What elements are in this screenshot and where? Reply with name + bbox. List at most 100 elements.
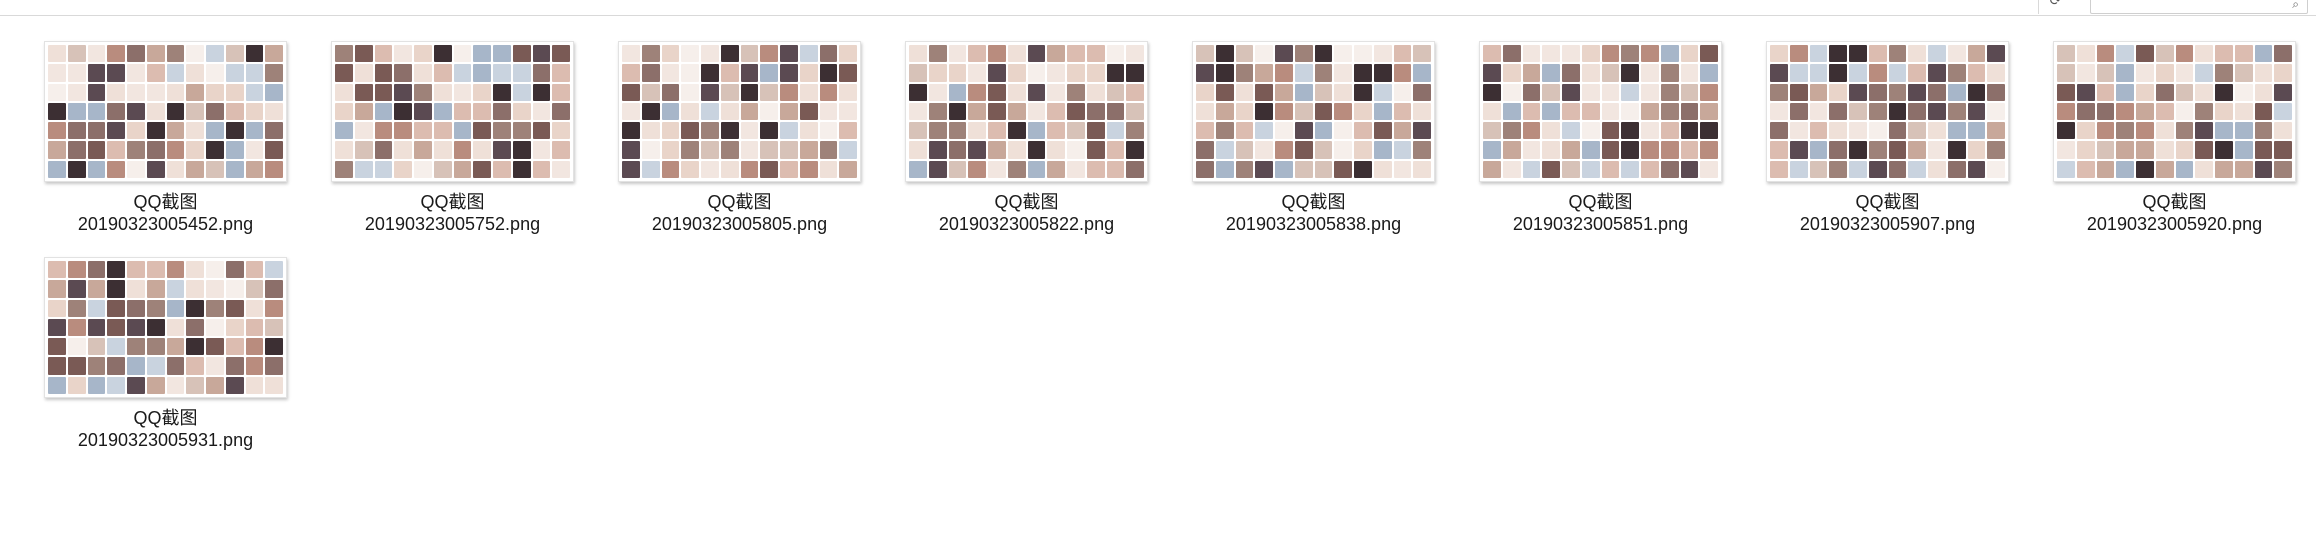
- thumbnail-photo-cell: [1354, 122, 1372, 140]
- thumbnail-photo-cell: [374, 64, 393, 82]
- thumbnail-photo-cell: [552, 160, 570, 178]
- thumbnail-photo-cell: [335, 160, 353, 178]
- thumbnail-photo-cell: [1888, 102, 1907, 121]
- file-name-line2: 20190323005752.png: [364, 214, 541, 234]
- breadcrumb[interactable]: [8, 0, 708, 8]
- file-item[interactable]: QQ截图 20190323005805.png: [596, 38, 883, 248]
- thumbnail-photo-cell: [473, 45, 491, 63]
- thumbnail-photo-cell: [2136, 122, 2154, 140]
- file-item[interactable]: QQ截图 20190323005452.png: [22, 38, 309, 248]
- thumbnail-photo-cell: [265, 338, 283, 356]
- thumbnail-photo-cell: [493, 45, 511, 63]
- address-bar: ⟳ ⌕: [0, 0, 2316, 16]
- thumbnail-photo-cell: [641, 141, 660, 159]
- thumbnail-photo-cell: [107, 141, 125, 159]
- thumbnail-photo-cell: [433, 141, 452, 159]
- thumbnail-photo-cell: [1413, 160, 1431, 178]
- thumbnail-photo-cell: [1947, 64, 1966, 82]
- thumbnail-photo-cell: [661, 160, 680, 178]
- search-input[interactable]: ⌕: [2090, 0, 2308, 14]
- thumbnail-photo-cell: [532, 160, 551, 178]
- thumbnail-photo-cell: [2274, 45, 2292, 63]
- thumbnail-photo-cell: [1393, 83, 1412, 101]
- thumbnail-photo-cell: [839, 45, 857, 63]
- thumbnail-photo-cell: [1660, 64, 1679, 82]
- thumbnail-photo-cell: [681, 45, 699, 63]
- thumbnail-photo-cell: [1700, 64, 1718, 82]
- thumbnail-photo-cell: [2195, 83, 2213, 101]
- thumbnail-photo-cell: [1007, 160, 1026, 178]
- thumbnail-photo-cell: [720, 45, 739, 63]
- thumbnail-photo-cell: [1314, 83, 1333, 101]
- thumbnail-photo-cell: [354, 122, 373, 140]
- thumbnail-photo-cell: [1255, 141, 1273, 159]
- thumbnail-photo-cell: [146, 141, 165, 159]
- thumbnail-photo-cell: [2116, 160, 2134, 178]
- thumbnail-photo-cell: [127, 83, 145, 101]
- thumbnail-photo-cell: [87, 261, 106, 279]
- file-item[interactable]: QQ截图 20190323005752.png: [309, 38, 596, 248]
- thumbnail-photo-cell: [335, 102, 353, 121]
- thumbnail-photo-cell: [354, 141, 373, 159]
- thumbnail-photo-cell: [1809, 160, 1828, 178]
- thumbnail-photo-cell: [1641, 160, 1659, 178]
- thumbnail-photo-cell: [394, 102, 412, 121]
- thumbnail-photo-cell: [760, 122, 778, 140]
- thumbnail-photo-cell: [1868, 64, 1887, 82]
- file-item[interactable]: QQ截图 20190323005931.png: [22, 254, 309, 464]
- thumbnail-photo-cell: [107, 261, 125, 279]
- thumbnail-photo-cell: [2234, 160, 2253, 178]
- file-item[interactable]: QQ截图 20190323005907.png: [1744, 38, 2031, 248]
- thumbnail-photo-cell: [206, 357, 224, 375]
- thumbnail-photo-cell: [1789, 45, 1808, 63]
- thumbnail-photo-cell: [1334, 102, 1352, 121]
- thumbnail-photo-cell: [740, 83, 759, 101]
- thumbnail-photo-cell: [1789, 141, 1808, 159]
- thumbnail-photo-cell: [1314, 122, 1333, 140]
- thumbnail-photo-cell: [780, 45, 798, 63]
- thumbnail-photo-cell: [2215, 160, 2233, 178]
- thumbnail-photo-cell: [1809, 83, 1828, 101]
- thumbnail-photo-cell: [1354, 102, 1372, 121]
- thumbnail-photo-cell: [1334, 64, 1352, 82]
- thumbnail-photo-cell: [206, 102, 224, 121]
- thumbnail-frame: [1479, 38, 1722, 185]
- thumbnail-photo-cell: [453, 160, 472, 178]
- thumbnail-photo-cell: [1621, 141, 1639, 159]
- thumbnail-photo-cell: [453, 45, 472, 63]
- thumbnail-photo-cell: [67, 83, 86, 101]
- thumbnail-photo-cell: [968, 45, 986, 63]
- thumbnail-photo-cell: [1067, 160, 1085, 178]
- file-name-line1: QQ截图: [133, 408, 198, 428]
- file-item[interactable]: QQ截图 20190323005822.png: [883, 38, 1170, 248]
- image-thumbnail: [1766, 41, 2009, 182]
- thumbnail-photo-cell: [225, 64, 244, 82]
- thumbnail-photo-cell: [1641, 83, 1659, 101]
- thumbnail-photo-cell: [1621, 83, 1639, 101]
- thumbnail-photo-cell: [839, 122, 857, 140]
- thumbnail-photo-cell: [414, 83, 432, 101]
- thumbnail-photo-cell: [1196, 83, 1214, 101]
- thumbnail-photo-cell: [1047, 83, 1065, 101]
- thumbnail-photo-cell: [780, 122, 798, 140]
- thumbnail-photo-cell: [2274, 64, 2292, 82]
- thumbnail-photo-cell: [1047, 122, 1065, 140]
- thumbnail-photo-cell: [1215, 45, 1234, 63]
- file-item[interactable]: QQ截图 20190323005920.png: [2031, 38, 2316, 248]
- file-item[interactable]: QQ截图 20190323005851.png: [1457, 38, 1744, 248]
- thumbnail-photo-cell: [720, 83, 739, 101]
- refresh-button[interactable]: ⟳: [2038, 0, 2072, 14]
- thumbnail-photo-cell: [1888, 141, 1907, 159]
- thumbnail-photo-cell: [928, 102, 947, 121]
- thumbnail-photo-cell: [701, 122, 719, 140]
- thumbnail-photo-cell: [1680, 83, 1699, 101]
- thumbnail-photo-cell: [799, 160, 818, 178]
- file-name-label: QQ截图 20190323005838.png: [1194, 191, 1434, 235]
- thumbnail-photo-cell: [146, 160, 165, 178]
- thumbnail-photo-cell: [2175, 122, 2194, 140]
- thumbnail-photo-cell: [1829, 45, 1847, 63]
- thumbnail-photo-cell: [1789, 83, 1808, 101]
- file-item[interactable]: QQ截图 20190323005838.png: [1170, 38, 1457, 248]
- thumbnail-photo-cell: [1660, 141, 1679, 159]
- thumbnail-photo-cell: [1196, 45, 1214, 63]
